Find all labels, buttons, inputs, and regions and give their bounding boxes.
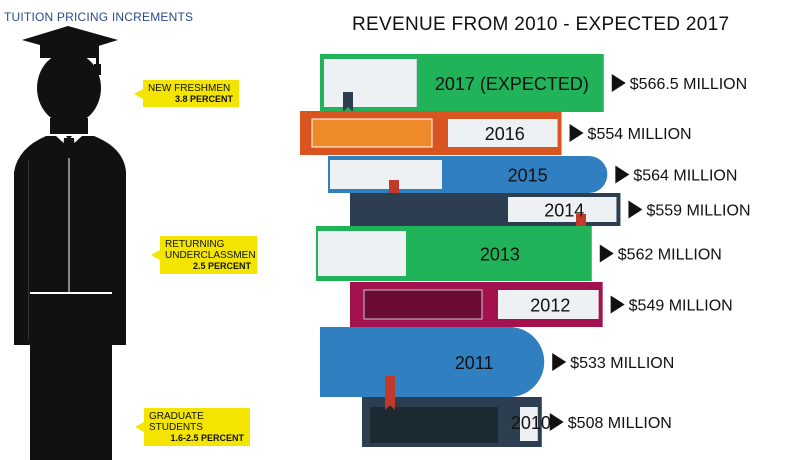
value-arrow-icon (569, 124, 584, 142)
value-label: $533 MILLION (570, 355, 674, 372)
callout-value: 3.8 PERCENT (174, 94, 233, 104)
callout-value: 2.5 PERCENT (192, 261, 251, 271)
graduate-silhouette-icon (14, 26, 126, 460)
value-label: $566.5 MILLION (630, 76, 747, 93)
callout-value: 1.6-2.5 PERCENT (170, 433, 244, 443)
value-label: $508 MILLION (568, 415, 672, 432)
callout-label: NEW FRESHMEN (148, 83, 231, 94)
category-label: 2012 (530, 296, 570, 316)
category-label: 2015 (508, 166, 548, 186)
bookmark-ribbon-icon (385, 376, 395, 410)
value-arrow-icon (599, 244, 614, 263)
value-arrow-icon (628, 200, 643, 219)
value-label: $549 MILLION (629, 298, 733, 315)
callout-new-freshmen: NEW FRESHMEN 3.8 PERCENT (134, 80, 239, 107)
value-arrow-icon (552, 353, 567, 371)
value-arrow-icon (549, 413, 564, 431)
value-arrow-icon (611, 74, 626, 92)
category-label: 2014 (544, 201, 584, 221)
callout-arrow-icon (135, 422, 144, 432)
callout-label: GRADUATE STUDENTS (149, 411, 204, 433)
book-cover-panel (370, 407, 498, 443)
book-cover-panel (363, 289, 483, 320)
callout-returning-underclassmen: RETURNING UNDERCLASSMEN 2.5 PERCENT (151, 236, 257, 274)
category-label: 2016 (485, 124, 525, 144)
category-label: 2011 (455, 353, 494, 373)
book-label-box (508, 197, 617, 222)
book-bar (320, 327, 545, 397)
category-label: 2013 (480, 245, 520, 265)
book-cover-panel (311, 118, 433, 148)
book-pages (330, 160, 442, 189)
book-pages (318, 231, 406, 276)
callout-arrow-icon (151, 250, 160, 260)
value-label: $559 MILLION (646, 203, 750, 220)
value-label: $562 MILLION (618, 247, 722, 264)
chart-title: REVENUE FROM 2010 - EXPECTED 2017 (352, 14, 730, 35)
book-label-box (448, 119, 558, 147)
book-pages-edge (416, 59, 417, 107)
category-label: 2017 (EXPECTED) (435, 74, 589, 94)
callout-graduate-students: GRADUATE STUDENTS 1.6-2.5 PERCENT (135, 408, 250, 446)
left-title: TUITION PRICING INCREMENTS (4, 10, 194, 24)
callout-arrow-icon (134, 88, 143, 99)
value-label: $554 MILLION (588, 126, 692, 143)
book-pages (324, 59, 416, 107)
category-label: 2010 (511, 413, 551, 433)
bookmark-ribbon-icon (343, 92, 353, 112)
book-label-box (520, 407, 538, 441)
value-arrow-icon (610, 295, 625, 314)
value-label: $564 MILLION (633, 168, 737, 185)
value-arrow-icon (615, 165, 630, 184)
callout-label: RETURNING UNDERCLASSMEN (165, 239, 256, 261)
book-label-box (498, 290, 599, 319)
